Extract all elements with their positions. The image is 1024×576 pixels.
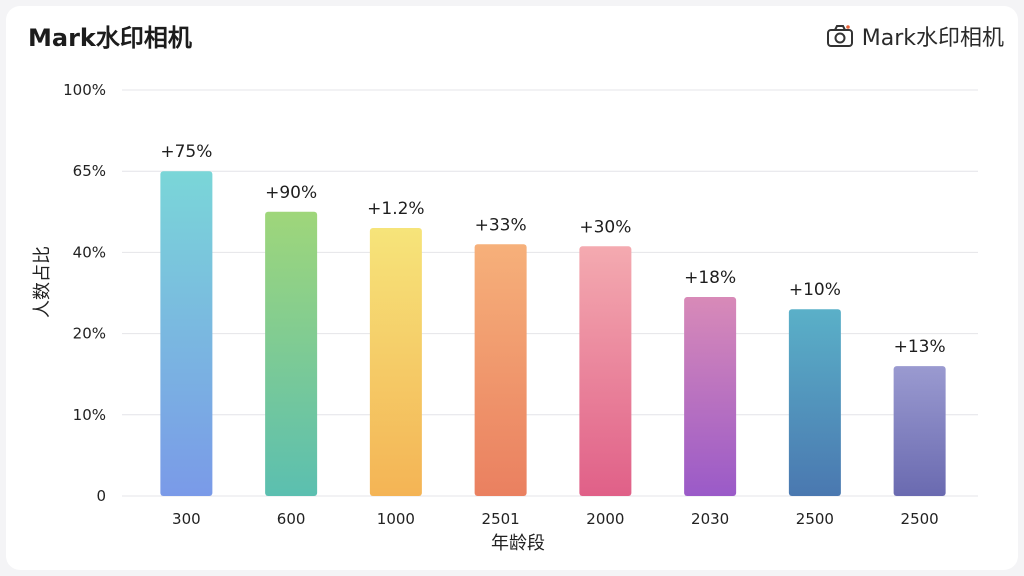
x-axis-title: 年龄段 — [491, 533, 545, 554]
y-tick-label: 100% — [63, 81, 106, 99]
data-label: +30% — [579, 217, 631, 237]
bar — [684, 297, 737, 496]
x-tick-label: 2000 — [586, 510, 624, 528]
chart-app-title: Mark水印相机 — [28, 24, 192, 52]
grid-lines — [122, 89, 978, 497]
y-axis-ticks: 100% 65% 40% 20% 10% 0 — [63, 81, 106, 505]
bar — [265, 211, 318, 497]
bar — [579, 246, 632, 496]
y-tick-label: 20% — [73, 325, 106, 343]
watermark: Mark水印相机 — [826, 20, 1004, 52]
bar — [369, 228, 422, 497]
bar — [474, 244, 527, 496]
y-axis-title: 人数占比 — [32, 246, 53, 318]
y-tick-label: 10% — [73, 406, 106, 424]
bar — [893, 366, 946, 496]
y-tick-label: 0 — [96, 487, 106, 505]
x-tick-label: 2500 — [901, 510, 939, 528]
data-label: +75% — [160, 142, 212, 162]
data-label: +33% — [475, 215, 527, 235]
x-tick-label: 2030 — [691, 510, 729, 528]
data-labels: +75% +90% +1.2% +33% +30% +18% +10% +13% — [160, 142, 945, 357]
data-label: +1.2% — [367, 199, 424, 219]
x-axis-ticks: 300 600 1000 2501 2000 2030 2500 2500 — [172, 510, 939, 528]
x-tick-label: 300 — [172, 510, 201, 528]
bars — [160, 171, 946, 497]
camera-icon — [826, 25, 853, 47]
data-label: +18% — [684, 268, 736, 288]
watermark-text: Mark水印相机 — [861, 26, 1004, 51]
x-tick-label: 2500 — [796, 510, 834, 528]
y-tick-label: 40% — [73, 243, 106, 261]
x-tick-label: 1000 — [377, 510, 415, 528]
bar — [160, 171, 213, 496]
x-tick-label: 2501 — [482, 510, 520, 528]
data-label: +90% — [265, 183, 317, 203]
data-label: +10% — [789, 280, 841, 300]
data-label: +13% — [894, 337, 946, 357]
x-tick-label: 600 — [277, 510, 306, 528]
bar — [788, 309, 841, 496]
y-tick-label: 65% — [73, 162, 106, 180]
